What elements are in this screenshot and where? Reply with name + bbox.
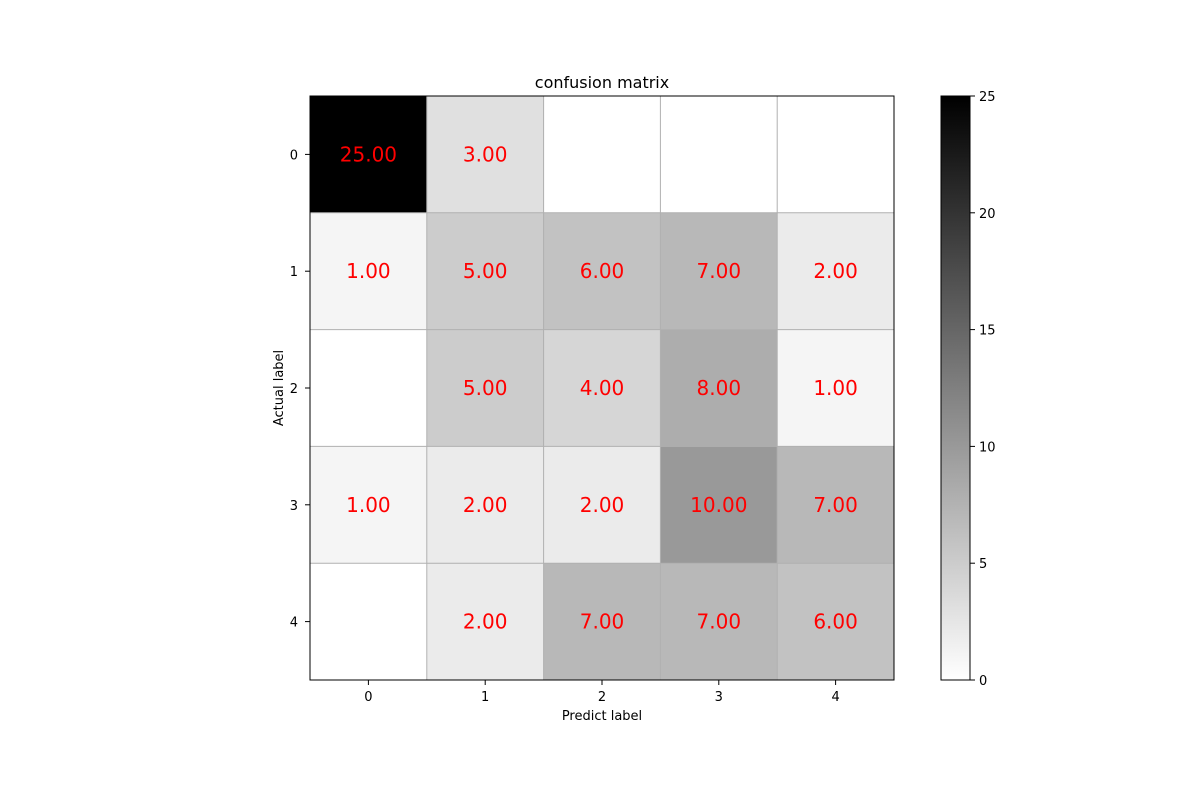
cell-label-4-4: 6.00 <box>813 610 858 634</box>
cell-label-2-4: 1.00 <box>813 376 858 400</box>
heatmap-cell-3-2 <box>543 446 661 564</box>
heatmap-cell-2-3 <box>660 329 778 447</box>
colorbar-ticks: 0 5 10 15 20 25 <box>970 90 996 689</box>
x-tick-label: 3 <box>715 690 723 705</box>
heatmap-cell-2-2 <box>543 329 661 447</box>
colorbar-tick-label: 10 <box>979 440 996 455</box>
cell-label-1-1: 5.00 <box>463 259 508 283</box>
heatmap-cell-3-0 <box>310 446 427 564</box>
x-axis-ticks: 0 1 2 3 4 <box>364 680 840 705</box>
cell-label-3-1: 2.00 <box>463 493 508 517</box>
cell-label-4-3: 7.00 <box>697 610 742 634</box>
cell-label-0-0: 25.00 <box>340 142 397 166</box>
colorbar-tick-label: 15 <box>979 324 996 339</box>
heatmap-cell-4-3 <box>660 563 778 680</box>
x-tick-label: 2 <box>598 690 606 705</box>
cell-label-4-1: 2.00 <box>463 610 508 634</box>
cell-label-1-0: 1.00 <box>346 259 391 283</box>
heatmap-cell-1-4 <box>777 212 894 330</box>
heatmap-cell-0-4 <box>777 96 894 213</box>
heatmap-cell-3-3 <box>660 446 778 564</box>
y-tick-label: 1 <box>290 265 298 280</box>
cell-label-3-2: 2.00 <box>580 493 625 517</box>
cell-label-2-2: 4.00 <box>580 376 625 400</box>
heatmap-cell-2-0 <box>310 329 427 447</box>
heatmap-cell-1-2 <box>543 212 661 330</box>
x-tick-label: 4 <box>831 690 839 705</box>
cell-label-4-2: 7.00 <box>580 610 625 634</box>
heatmap-cells <box>310 96 894 680</box>
colorbar <box>940 95 971 681</box>
cell-label-3-3: 10.00 <box>690 493 747 517</box>
heatmap-cell-0-2 <box>543 96 661 213</box>
heatmap-grid <box>310 96 894 680</box>
cell-label-1-4: 2.00 <box>813 259 858 283</box>
cell-label-2-1: 5.00 <box>463 376 508 400</box>
heatmap-cell-4-4 <box>777 563 894 680</box>
heatmap-cell-2-4 <box>777 329 894 447</box>
heatmap-cell-1-1 <box>426 212 544 330</box>
y-tick-label: 0 <box>290 148 298 163</box>
heatmap-cell-0-1 <box>426 96 544 213</box>
chart-title: confusion matrix <box>535 73 669 92</box>
heatmap-cell-1-0 <box>310 212 427 330</box>
heatmap-cell-0-3 <box>660 96 778 213</box>
heatmap-cell-3-4 <box>777 446 894 564</box>
cell-label-3-0: 1.00 <box>346 493 391 517</box>
heatmap-cell-4-0 <box>310 563 427 680</box>
heatmap-cell-labels: 25.00 3.00 1.00 5.00 6.00 7.00 2.00 5.00 4.00 8.0… <box>340 142 858 633</box>
x-axis-label: Predict label <box>562 709 642 724</box>
colorbar-tick-label: 5 <box>979 557 987 572</box>
heatmap-cell-1-3 <box>660 212 778 330</box>
cell-label-1-3: 7.00 <box>697 259 742 283</box>
heatmap-cell-0-0 <box>310 96 427 213</box>
heatmap-cell-4-1 <box>426 563 544 680</box>
cell-label-0-1: 3.00 <box>463 142 508 166</box>
y-tick-label: 3 <box>290 499 298 514</box>
y-tick-label: 2 <box>290 382 298 397</box>
colorbar-tick-label: 0 <box>979 674 987 689</box>
x-tick-label: 1 <box>481 690 489 705</box>
cell-label-1-2: 6.00 <box>580 259 625 283</box>
heatmap-cell-3-1 <box>426 446 544 564</box>
colorbar-tick-label: 20 <box>979 207 996 222</box>
y-tick-label: 4 <box>290 616 298 631</box>
x-tick-label: 0 <box>364 690 372 705</box>
colorbar-tick-label: 25 <box>979 90 996 105</box>
heatmap-cell-2-1 <box>426 329 544 447</box>
y-axis-label: Actual label <box>272 350 287 426</box>
y-axis-ticks: 0 1 2 3 4 <box>290 148 310 631</box>
heatmap-cell-4-2 <box>543 563 661 680</box>
cell-label-2-3: 8.00 <box>697 376 742 400</box>
cell-label-3-4: 7.00 <box>813 493 858 517</box>
